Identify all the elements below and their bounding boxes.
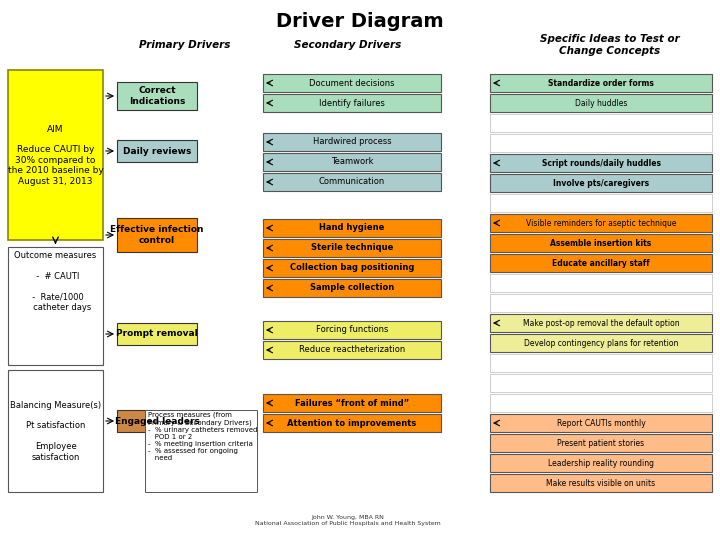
Text: Balancing Measure(s)

Pt satisfaction

Employee
satisfaction: Balancing Measure(s) Pt satisfaction Emp… xyxy=(10,401,101,462)
FancyBboxPatch shape xyxy=(490,354,712,372)
Text: Process measures (from
Primary & Secondary Drivers)
-  % urinary catheters remov: Process measures (from Primary & Seconda… xyxy=(148,412,257,461)
Text: Failures “front of mind”: Failures “front of mind” xyxy=(295,399,409,408)
Text: Effective infection
control: Effective infection control xyxy=(110,225,204,245)
Text: Driver Diagram: Driver Diagram xyxy=(276,12,444,31)
FancyBboxPatch shape xyxy=(490,234,712,252)
Text: Present patient stories: Present patient stories xyxy=(557,438,644,448)
Text: Develop contingency plans for retention: Develop contingency plans for retention xyxy=(524,339,678,348)
FancyBboxPatch shape xyxy=(8,370,103,492)
FancyBboxPatch shape xyxy=(263,173,441,191)
FancyBboxPatch shape xyxy=(8,70,103,240)
FancyBboxPatch shape xyxy=(263,321,441,339)
Text: Daily reviews: Daily reviews xyxy=(123,146,192,156)
FancyBboxPatch shape xyxy=(490,134,712,152)
Text: Outcome measures

  -  # CAUTI

  -  Rate/1000
     catheter days: Outcome measures - # CAUTI - Rate/1000 c… xyxy=(14,251,96,312)
Text: Secondary Drivers: Secondary Drivers xyxy=(294,40,402,50)
Text: Hardwired process: Hardwired process xyxy=(312,138,391,146)
FancyBboxPatch shape xyxy=(490,454,712,472)
FancyBboxPatch shape xyxy=(263,153,441,171)
Text: Involve pts/caregivers: Involve pts/caregivers xyxy=(553,179,649,187)
FancyBboxPatch shape xyxy=(263,341,441,359)
FancyBboxPatch shape xyxy=(490,74,712,92)
FancyBboxPatch shape xyxy=(490,254,712,272)
FancyBboxPatch shape xyxy=(263,259,441,277)
Text: Document decisions: Document decisions xyxy=(310,78,395,87)
Text: Sterile technique: Sterile technique xyxy=(311,244,393,253)
Text: Reduce reactheterization: Reduce reactheterization xyxy=(299,346,405,354)
FancyBboxPatch shape xyxy=(490,314,712,332)
Text: Teamwork: Teamwork xyxy=(330,158,373,166)
Text: Sample collection: Sample collection xyxy=(310,284,394,293)
FancyBboxPatch shape xyxy=(490,394,712,412)
Text: Daily huddles: Daily huddles xyxy=(575,98,627,107)
Text: Make results visible on units: Make results visible on units xyxy=(546,478,656,488)
FancyBboxPatch shape xyxy=(8,247,103,365)
Text: Engaged leaders: Engaged leaders xyxy=(114,416,199,426)
FancyBboxPatch shape xyxy=(117,218,197,252)
Text: Script rounds/daily huddles: Script rounds/daily huddles xyxy=(541,159,660,167)
FancyBboxPatch shape xyxy=(490,274,712,292)
Text: Report CAUTIs monthly: Report CAUTIs monthly xyxy=(557,418,645,428)
Text: Attention to improvements: Attention to improvements xyxy=(287,418,417,428)
FancyBboxPatch shape xyxy=(263,74,441,92)
FancyBboxPatch shape xyxy=(490,154,712,172)
Text: Identify failures: Identify failures xyxy=(319,98,385,107)
FancyBboxPatch shape xyxy=(490,174,712,192)
FancyBboxPatch shape xyxy=(117,82,197,110)
FancyBboxPatch shape xyxy=(117,140,197,162)
Text: AIM

Reduce CAUTI by
30% compared to
the 2010 baseline by
August 31, 2013: AIM Reduce CAUTI by 30% compared to the … xyxy=(8,125,104,186)
Text: Collection bag positioning: Collection bag positioning xyxy=(290,264,414,273)
FancyBboxPatch shape xyxy=(490,334,712,352)
FancyBboxPatch shape xyxy=(117,410,197,432)
FancyBboxPatch shape xyxy=(490,474,712,492)
FancyBboxPatch shape xyxy=(490,214,712,232)
FancyBboxPatch shape xyxy=(263,133,441,151)
Text: Primary Drivers: Primary Drivers xyxy=(139,40,230,50)
Text: Assemble insertion kits: Assemble insertion kits xyxy=(550,239,652,247)
Text: Hand hygiene: Hand hygiene xyxy=(319,224,384,233)
Text: Educate ancillary staff: Educate ancillary staff xyxy=(552,259,650,267)
Text: Make post-op removal the default option: Make post-op removal the default option xyxy=(523,319,679,327)
FancyBboxPatch shape xyxy=(263,219,441,237)
Text: Prompt removal: Prompt removal xyxy=(116,329,198,339)
FancyBboxPatch shape xyxy=(263,239,441,257)
FancyBboxPatch shape xyxy=(145,410,257,492)
Text: Leadership reality rounding: Leadership reality rounding xyxy=(548,458,654,468)
Text: Standardize order forms: Standardize order forms xyxy=(548,78,654,87)
FancyBboxPatch shape xyxy=(117,323,197,345)
Text: Communication: Communication xyxy=(319,178,385,186)
Text: Forcing functions: Forcing functions xyxy=(316,326,388,334)
FancyBboxPatch shape xyxy=(263,279,441,297)
FancyBboxPatch shape xyxy=(490,94,712,112)
FancyBboxPatch shape xyxy=(263,94,441,112)
Text: Specific Ideas to Test or
Change Concepts: Specific Ideas to Test or Change Concept… xyxy=(540,34,680,56)
Text: Visible reminders for aseptic technique: Visible reminders for aseptic technique xyxy=(526,219,676,227)
Text: John W. Young, MBA RN
National Association of Public Hospitals and Health System: John W. Young, MBA RN National Associati… xyxy=(255,515,441,526)
Text: Correct
Indications: Correct Indications xyxy=(129,86,185,106)
FancyBboxPatch shape xyxy=(490,374,712,392)
FancyBboxPatch shape xyxy=(263,414,441,432)
FancyBboxPatch shape xyxy=(490,194,712,212)
FancyBboxPatch shape xyxy=(490,294,712,312)
FancyBboxPatch shape xyxy=(490,414,712,432)
FancyBboxPatch shape xyxy=(490,434,712,452)
FancyBboxPatch shape xyxy=(490,114,712,132)
FancyBboxPatch shape xyxy=(263,394,441,412)
